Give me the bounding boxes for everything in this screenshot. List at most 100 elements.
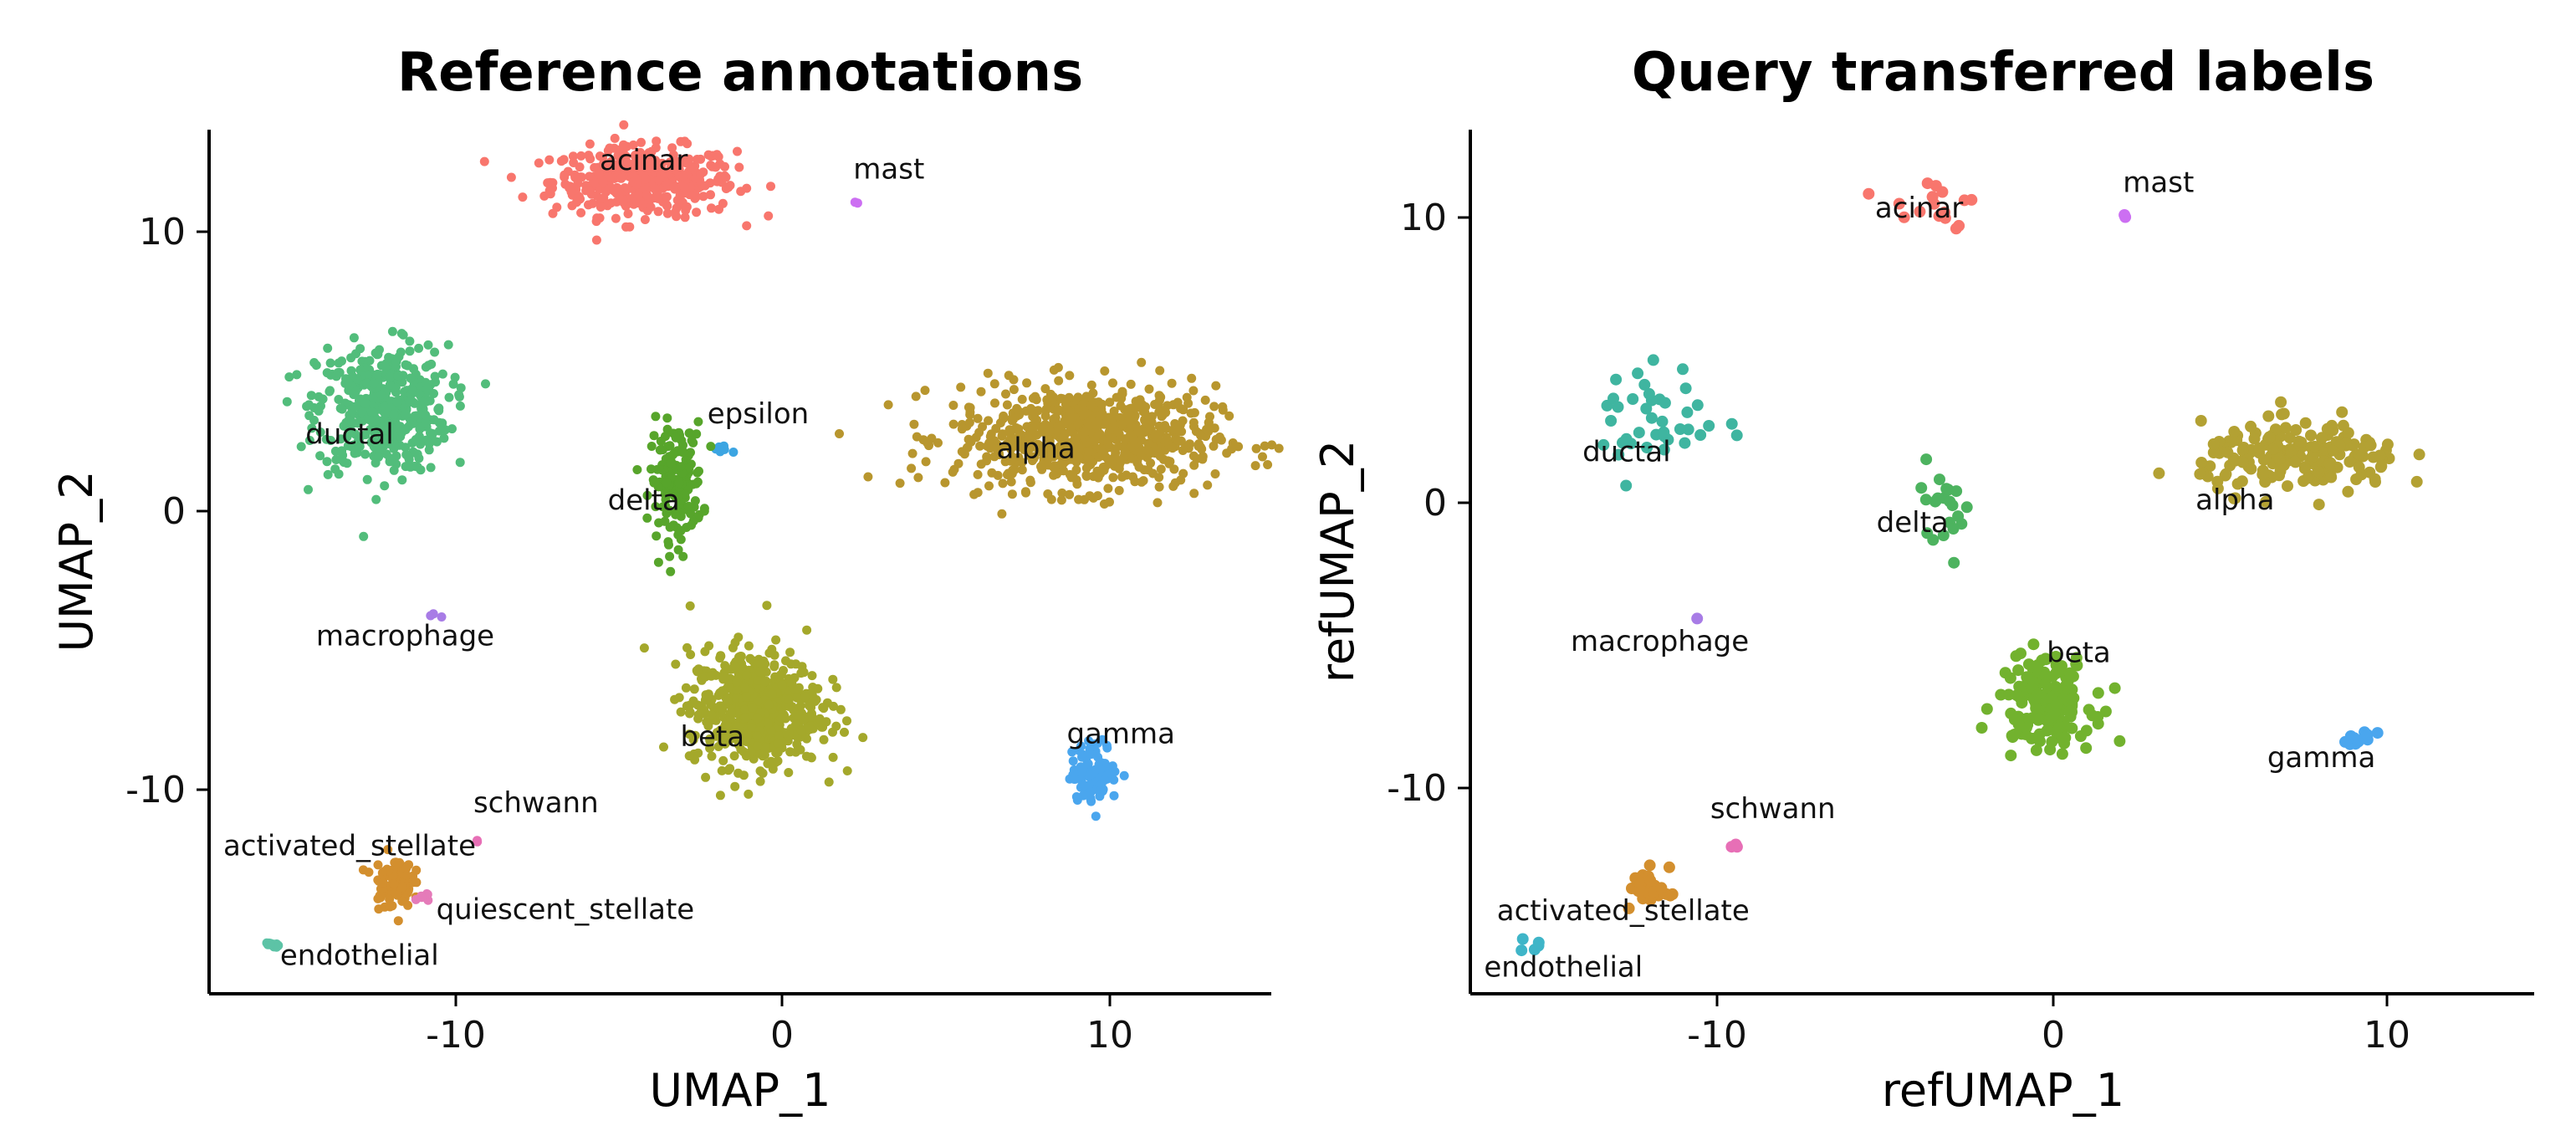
- point-acinar: [764, 211, 774, 221]
- point-macrophage: [1691, 612, 1704, 625]
- point-ductal: [366, 407, 376, 417]
- point-ductal: [393, 371, 403, 381]
- point-acinar: [672, 156, 681, 166]
- point-ductal: [1656, 415, 1669, 427]
- point-alpha: [1014, 453, 1024, 463]
- point-beta: [828, 752, 838, 762]
- cluster-label-mast: mast: [853, 153, 924, 187]
- point-ductal: [420, 397, 430, 407]
- point-delta: [1920, 453, 1933, 466]
- point-acinar: [641, 174, 651, 184]
- point-beta: [842, 716, 851, 726]
- point-alpha: [2228, 426, 2241, 438]
- point-beta: [740, 704, 750, 714]
- point-alpha: [2336, 406, 2349, 418]
- point-ductal: [352, 374, 362, 384]
- cluster-label-schwann: schwann: [1710, 792, 1836, 826]
- point-ductal: [371, 494, 381, 504]
- point-alpha: [2253, 442, 2266, 454]
- point-ductal: [434, 406, 444, 416]
- point-beta: [781, 656, 790, 666]
- point-acinar: [670, 207, 680, 217]
- point-ductal: [372, 369, 382, 379]
- point-alpha: [1036, 462, 1045, 472]
- point-beta: [676, 707, 686, 717]
- point-beta: [784, 694, 794, 704]
- point-beta: [741, 737, 751, 746]
- point-beta: [858, 733, 868, 743]
- point-ductal: [349, 418, 359, 428]
- reference-y-ticks: 10 0 -10: [125, 211, 209, 811]
- point-acinar: [680, 212, 690, 223]
- point-alpha: [2295, 436, 2308, 448]
- point-beta: [756, 659, 766, 669]
- point-alpha: [2374, 449, 2386, 462]
- point-beta: [784, 768, 794, 777]
- point-acinar: [568, 151, 578, 161]
- point-alpha: [1173, 435, 1183, 445]
- point-ductal: [309, 358, 319, 367]
- point-ductal: [1679, 382, 1692, 395]
- point-acinar: [518, 192, 528, 202]
- point-alpha: [1041, 404, 1051, 414]
- point-alpha: [1108, 378, 1117, 388]
- point-beta: [707, 710, 717, 720]
- cluster-acinar: [1863, 177, 1978, 235]
- point-schwann: [1730, 841, 1743, 853]
- point-beta: [759, 750, 769, 760]
- point-beta: [2070, 658, 2083, 670]
- point-activated-stellate: [411, 878, 422, 888]
- point-beta: [785, 647, 795, 658]
- point-ductal: [369, 379, 379, 389]
- point-beta: [760, 742, 770, 752]
- point-alpha: [1086, 401, 1096, 411]
- point-delta: [666, 566, 676, 576]
- point-ductal: [404, 454, 414, 464]
- point-acinar: [570, 170, 580, 180]
- point-alpha: [948, 467, 958, 477]
- point-gamma: [1091, 811, 1101, 821]
- point-ductal: [355, 433, 365, 443]
- point-delta: [662, 478, 672, 488]
- point-beta: [736, 652, 746, 661]
- point-beta: [715, 688, 724, 698]
- point-alpha: [1258, 452, 1267, 462]
- point-delta: [687, 436, 697, 446]
- point-alpha: [2153, 467, 2165, 479]
- point-alpha: [1053, 405, 1063, 415]
- point-beta: [787, 678, 797, 688]
- point-alpha: [1161, 423, 1171, 433]
- point-beta: [2050, 651, 2062, 663]
- point-quiescent-stellate: [417, 893, 427, 903]
- point-alpha: [1072, 479, 1082, 489]
- point-beta: [2065, 693, 2078, 706]
- point-acinar: [544, 155, 555, 165]
- point-acinar: [720, 161, 729, 171]
- point-ductal: [481, 379, 490, 389]
- point-alpha: [1110, 452, 1120, 461]
- point-beta: [2059, 731, 2072, 744]
- point-gamma: [2339, 735, 2351, 748]
- point-acinar: [1936, 186, 1949, 198]
- cluster-label-beta: beta: [2047, 637, 2111, 670]
- point-alpha: [2282, 480, 2293, 493]
- point-alpha: [973, 413, 983, 423]
- point-beta: [717, 732, 727, 742]
- point-delta: [1940, 483, 1953, 495]
- point-acinar: [653, 193, 663, 203]
- point-ductal: [1617, 437, 1628, 449]
- point-ductal: [1643, 387, 1655, 400]
- point-beta: [2022, 658, 2035, 671]
- point-beta: [824, 777, 834, 787]
- reference-cluster-labels: acinar mast ductal epsilon delta alpha macroph…: [223, 144, 1175, 972]
- point-ductal: [349, 333, 359, 343]
- point-alpha: [2269, 423, 2282, 436]
- point-alpha: [2245, 420, 2257, 432]
- point-alpha: [1103, 484, 1113, 494]
- point-acinar: [696, 169, 706, 179]
- point-alpha: [1131, 403, 1141, 413]
- point-acinar: [646, 202, 656, 212]
- point-alpha: [2342, 427, 2354, 439]
- query-points: [1515, 177, 2425, 957]
- point-beta: [2086, 709, 2098, 722]
